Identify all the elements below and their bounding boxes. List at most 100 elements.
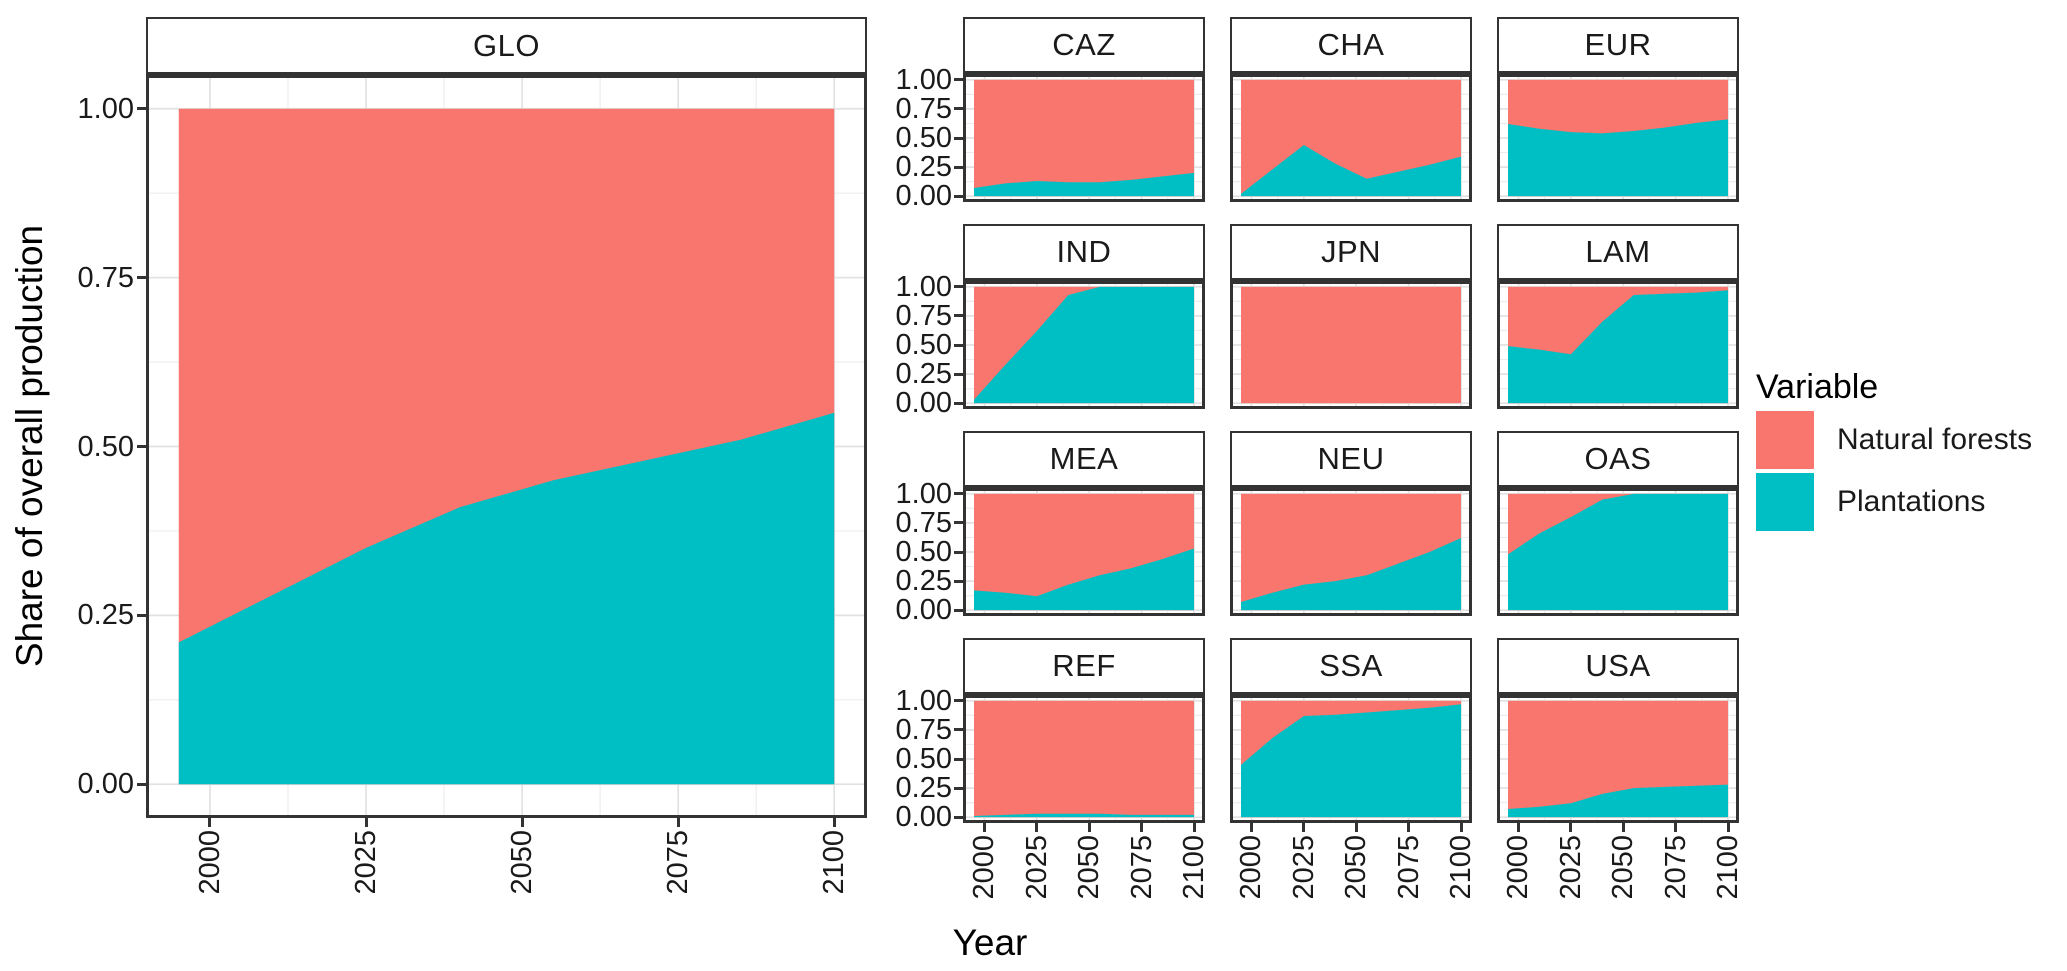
x-tick-mark: [1354, 823, 1358, 832]
x-tick-label: 2050: [1340, 835, 1373, 900]
facet-strip-label: JPN: [1320, 234, 1382, 269]
facet-strip-CHA: CHA: [1230, 17, 1472, 74]
facet-panel-MEA: [963, 488, 1205, 616]
x-tick-label: 2050: [506, 830, 539, 895]
x-tick-mark: [1249, 823, 1253, 832]
y-tick-mark: [137, 782, 146, 786]
legend-title: Variable: [1756, 368, 1879, 406]
x-tick-label: 2050: [1073, 835, 1106, 900]
y-tick-mark: [954, 194, 963, 198]
facet-panel-CHA: [1230, 74, 1472, 202]
y-tick-label: 1.00: [895, 63, 952, 96]
y-tick-label: 0.75: [895, 92, 952, 125]
y-tick-label: 0.50: [77, 430, 134, 463]
y-tick-label: 0.25: [895, 772, 952, 805]
x-tick-label: 2075: [1659, 835, 1692, 900]
facet-strip-label: SSA: [1319, 648, 1383, 683]
x-tick-mark: [364, 818, 368, 827]
y-tick-mark: [137, 107, 146, 111]
legend-label: Natural forests: [1837, 423, 2033, 456]
x-tick-mark: [1192, 823, 1196, 832]
x-tick-label: 2075: [1125, 835, 1158, 900]
x-tick-mark: [1459, 823, 1463, 832]
y-tick-label: 0.00: [77, 768, 134, 801]
x-tick-mark: [982, 823, 986, 832]
facet-strip-IND: IND: [963, 224, 1205, 281]
x-tick-label: 2000: [1235, 835, 1268, 900]
y-tick-label: 0.50: [895, 536, 952, 568]
y-tick-label: 0.25: [895, 151, 952, 184]
x-tick-mark: [1407, 823, 1411, 832]
y-tick-label: 0.00: [895, 594, 952, 627]
x-tick-label: 2075: [662, 830, 695, 895]
y-axis-title: Share of overall production: [9, 224, 50, 668]
y-tick-mark: [954, 757, 963, 761]
facet-panel-CAZ: [963, 74, 1205, 202]
y-tick-mark: [954, 78, 963, 82]
x-tick-mark: [1516, 823, 1520, 832]
y-tick-label: 1.00: [895, 270, 952, 303]
legend: Variable Natural forests Plantations: [1756, 367, 2061, 531]
facet-strip-SSA: SSA: [1230, 638, 1472, 695]
facet-panel-SSA: [1230, 695, 1472, 823]
y-tick-mark: [137, 445, 146, 448]
x-tick-label: 2025: [1554, 835, 1587, 900]
facet-strip-JPN: JPN: [1230, 224, 1472, 281]
facet-panel-GLO: [146, 75, 867, 818]
x-tick-label: 2100: [1178, 835, 1210, 900]
x-tick-mark: [1087, 823, 1091, 832]
y-tick-mark: [954, 521, 963, 525]
y-tick-label: 0.00: [895, 801, 952, 834]
facet-strip-label: REF: [1052, 648, 1116, 683]
y-tick-mark: [954, 786, 963, 790]
x-tick-mark: [1674, 823, 1678, 832]
y-tick-label: 0.25: [77, 599, 134, 632]
facet-panel-EUR: [1497, 74, 1739, 202]
facet-panel-JPN: [1230, 281, 1472, 409]
x-tick-label: 2075: [1392, 835, 1425, 900]
y-tick-mark: [954, 579, 963, 583]
x-tick-mark: [1621, 823, 1625, 832]
y-tick-label: 1.00: [77, 92, 134, 125]
y-tick-mark: [954, 107, 963, 111]
y-tick-mark: [954, 492, 963, 496]
facet-panel-OAS: [1497, 488, 1739, 616]
x-tick-label: 2025: [1020, 835, 1053, 900]
y-tick-mark: [954, 343, 963, 347]
x-tick-label: 2000: [1502, 835, 1535, 900]
y-tick-label: 0.75: [895, 713, 952, 746]
facet-panel-NEU: [1230, 488, 1472, 616]
y-tick-label: 1.00: [895, 477, 952, 510]
facet-panel-USA: [1497, 695, 1739, 823]
y-tick-mark: [954, 815, 963, 819]
facet-strip-NEU: NEU: [1230, 431, 1472, 488]
x-tick-label: 2100: [1445, 835, 1477, 900]
x-tick-mark: [1035, 823, 1039, 832]
x-tick-mark: [1726, 823, 1730, 832]
x-tick-mark: [1302, 823, 1306, 832]
x-tick-label: 2025: [1287, 835, 1320, 900]
facet-panel-REF: [963, 695, 1205, 823]
y-tick-mark: [954, 699, 963, 703]
y-tick-mark: [954, 608, 963, 612]
y-tick-label: 0.25: [895, 358, 952, 391]
facet-strip-label: USA: [1585, 648, 1651, 683]
y-tick-mark: [954, 401, 963, 405]
y-tick-label: 0.00: [895, 180, 952, 213]
x-tick-mark: [1569, 823, 1573, 832]
facet-strip-GLO: GLO: [146, 17, 867, 75]
y-tick-label: 0.50: [895, 743, 952, 775]
y-tick-mark: [954, 728, 963, 732]
x-tick-label: 2100: [1712, 835, 1744, 900]
x-tick-label: 2000: [968, 835, 1001, 900]
y-tick-mark: [137, 276, 146, 280]
facet-panel-IND: [963, 281, 1205, 409]
y-tick-mark: [954, 136, 963, 140]
facet-strip-CAZ: CAZ: [963, 17, 1205, 74]
facet-strip-label: EUR: [1584, 27, 1652, 62]
y-tick-mark: [137, 613, 146, 617]
y-tick-label: 0.50: [895, 122, 952, 154]
y-tick-label: 0.00: [895, 387, 952, 420]
facet-strip-label: CAZ: [1052, 27, 1116, 62]
facet-strip-label: IND: [1056, 234, 1112, 269]
